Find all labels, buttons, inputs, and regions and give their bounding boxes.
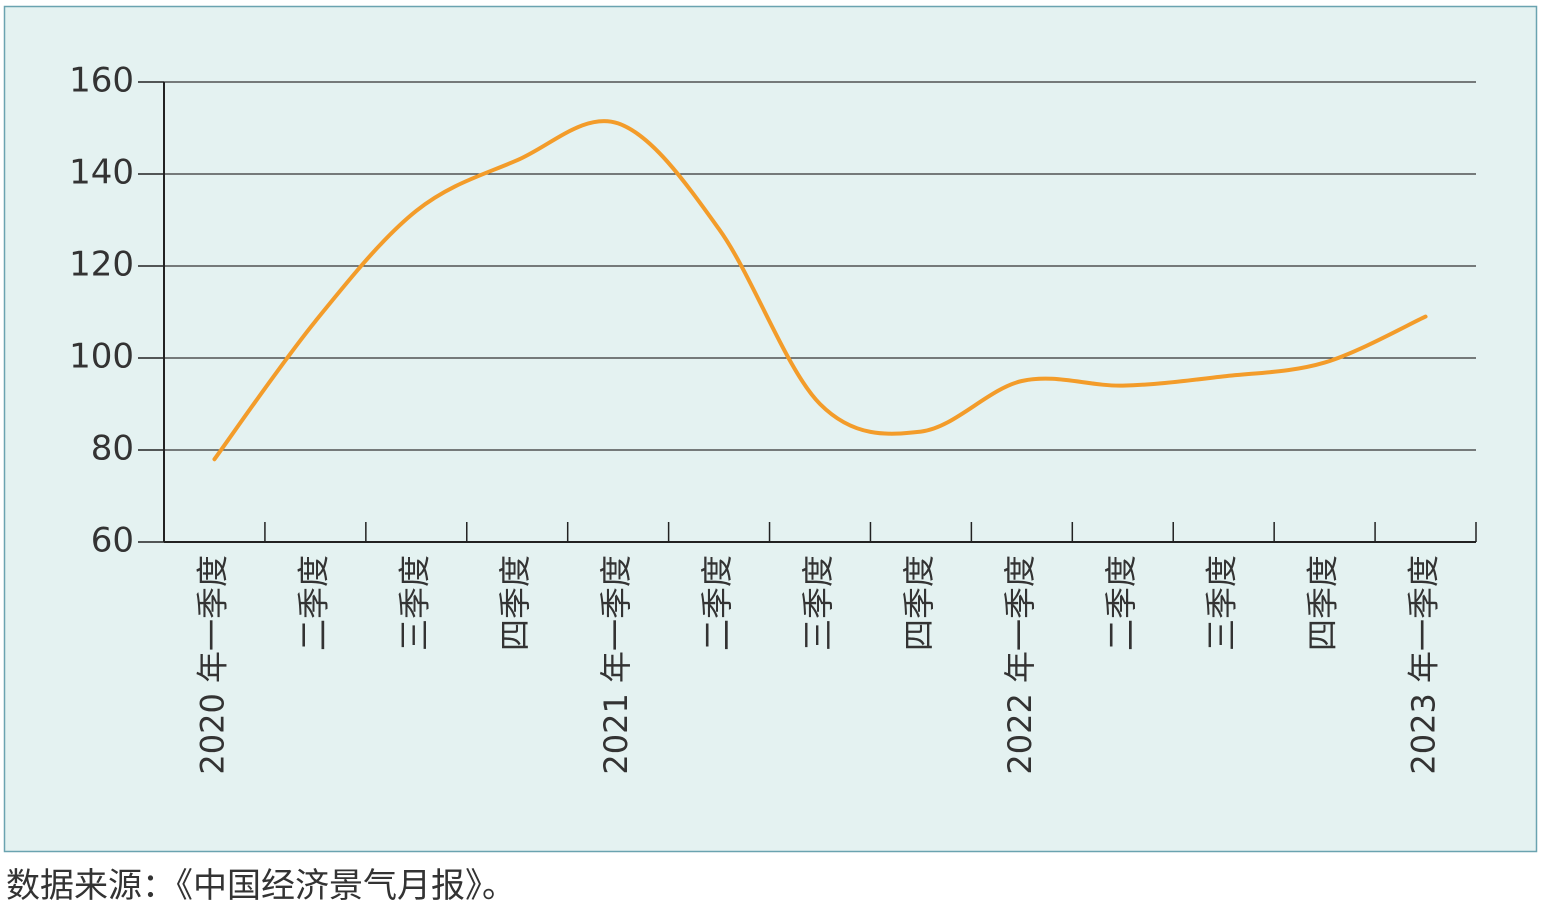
y-tick-label: 60 bbox=[91, 521, 134, 561]
x-tick-label: 三季度 bbox=[395, 555, 433, 651]
x-tick-label: 三季度 bbox=[799, 555, 837, 651]
y-tick-label: 100 bbox=[69, 337, 134, 377]
y-tick-label: 120 bbox=[69, 245, 134, 285]
source-note: 数据来源：《中国经济景气月报》。 bbox=[6, 866, 516, 906]
x-tick-label: 四季度 bbox=[496, 555, 534, 651]
x-tick-label: 二季度 bbox=[294, 555, 332, 651]
x-tick-label: 2023 年一季度 bbox=[1405, 555, 1443, 775]
y-tick-label: 160 bbox=[69, 61, 134, 101]
x-tick-label: 二季度 bbox=[698, 555, 736, 651]
data-line bbox=[212, 119, 1428, 462]
y-tick-label: 80 bbox=[91, 429, 134, 469]
x-tick-label: 三季度 bbox=[1203, 555, 1241, 651]
chart-panel bbox=[3, 5, 1538, 853]
x-tick-label: 二季度 bbox=[1102, 555, 1140, 651]
x-tick-label: 四季度 bbox=[1304, 555, 1342, 651]
x-tick-label: 2022 年一季度 bbox=[1001, 555, 1039, 775]
y-tick-label: 140 bbox=[69, 153, 134, 193]
x-tick-label: 2020 年一季度 bbox=[193, 555, 231, 775]
x-tick-label: 2021 年一季度 bbox=[597, 555, 635, 775]
x-tick-label: 四季度 bbox=[900, 555, 938, 651]
chart: 60 80 100 120 140 160 2020 年一季度 二季度 三季度 四季度 2021 年… bbox=[3, 5, 1538, 853]
